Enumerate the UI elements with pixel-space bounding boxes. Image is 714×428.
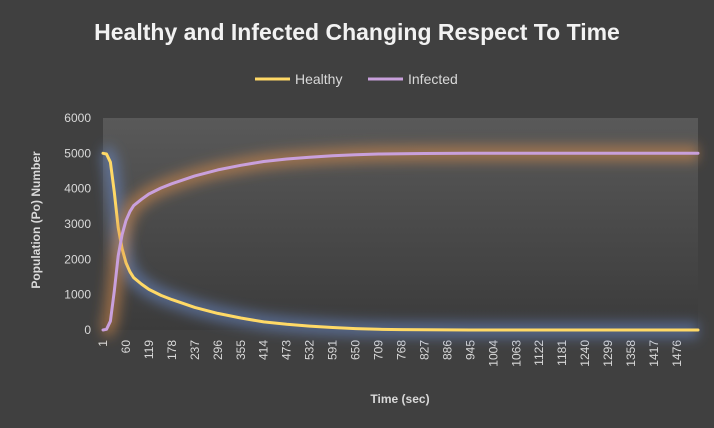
x-tick-label: 60: [119, 340, 133, 354]
x-tick-label: 1358: [624, 340, 638, 367]
x-tick-label: 1122: [532, 340, 546, 366]
x-tick-label: 473: [280, 340, 294, 360]
y-axis-title: Population (Po) Number: [29, 151, 43, 289]
x-tick-label: 650: [349, 340, 363, 360]
y-tick-label: 6000: [64, 111, 91, 125]
x-tick-label: 886: [440, 340, 454, 360]
x-axis-title: Time (sec): [370, 392, 429, 406]
legend: Healthy Infected: [255, 71, 458, 87]
y-tick-label: 1000: [64, 288, 91, 302]
x-tick-label: 1299: [601, 340, 615, 367]
x-tick-label: 532: [303, 340, 317, 360]
x-tick-label: 355: [234, 340, 248, 360]
legend-label-healthy: Healthy: [295, 71, 342, 87]
x-tick-label: 709: [372, 340, 386, 360]
x-tick-label: 591: [326, 340, 340, 360]
x-tick-label: 414: [257, 340, 271, 360]
y-tick-label: 2000: [64, 252, 91, 266]
x-tick-label: 1063: [509, 340, 523, 367]
x-axis-ticks: 1 60 119 178 237 296 355 414 473 532 591 650 709 768 8…: [96, 340, 684, 367]
x-tick-label: 827: [417, 340, 431, 360]
x-tick-label: 768: [394, 340, 408, 360]
legend-label-infected: Infected: [408, 71, 458, 87]
x-tick-label: 296: [211, 340, 225, 360]
y-tick-label: 5000: [64, 146, 91, 160]
y-axis-ticks: 0 1000 2000 3000 4000 5000 6000: [64, 111, 91, 337]
x-tick-label: 119: [142, 340, 156, 359]
y-tick-label: 4000: [64, 182, 91, 196]
series-layer: [98, 145, 700, 338]
x-tick-label: 1240: [578, 340, 592, 367]
x-tick-label: 945: [463, 340, 477, 360]
x-tick-label: 1476: [670, 340, 684, 367]
x-tick-label: 178: [165, 340, 179, 360]
series-line-infected: [101, 151, 700, 332]
x-tick-label: 237: [188, 340, 202, 360]
x-tick-label: 1417: [647, 340, 661, 367]
chart-title: Healthy and Infected Changing Respect To…: [94, 19, 620, 45]
x-tick-label: 1181: [555, 340, 569, 366]
y-tick-label: 0: [84, 323, 91, 337]
y-tick-label: 3000: [64, 217, 91, 231]
x-tick-label: 1: [96, 340, 110, 347]
x-tick-label: 1004: [486, 340, 500, 367]
